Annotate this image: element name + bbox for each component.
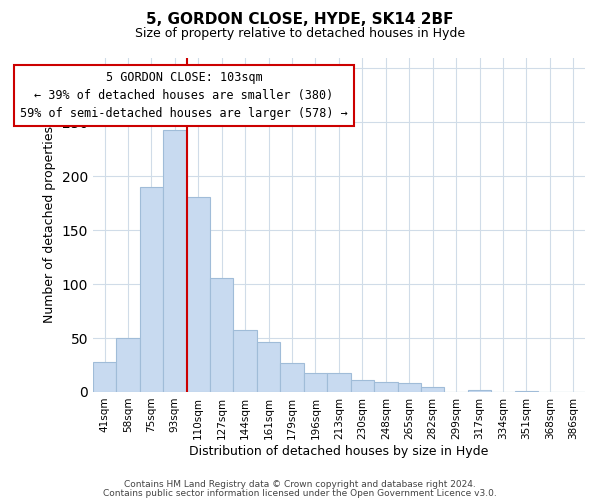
Bar [350,380,374,392]
Text: Contains public sector information licensed under the Open Government Licence v3: Contains public sector information licen… [103,488,497,498]
Bar [398,384,421,392]
Text: 5, GORDON CLOSE, HYDE, SK14 2BF: 5, GORDON CLOSE, HYDE, SK14 2BF [146,12,454,28]
Bar [163,130,187,392]
Bar [374,382,398,392]
X-axis label: Distribution of detached houses by size in Hyde: Distribution of detached houses by size … [189,444,488,458]
Bar [93,362,116,392]
Bar [421,386,445,392]
Bar [280,363,304,392]
Text: Contains HM Land Registry data © Crown copyright and database right 2024.: Contains HM Land Registry data © Crown c… [124,480,476,489]
Bar [233,330,257,392]
Text: 5 GORDON CLOSE: 103sqm
← 39% of detached houses are smaller (380)
59% of semi-de: 5 GORDON CLOSE: 103sqm ← 39% of detached… [20,71,348,120]
Bar [327,372,350,392]
Bar [304,372,327,392]
Text: Size of property relative to detached houses in Hyde: Size of property relative to detached ho… [135,28,465,40]
Bar [257,342,280,392]
Bar [187,196,210,392]
Bar [210,278,233,392]
Bar [515,391,538,392]
Y-axis label: Number of detached properties: Number of detached properties [43,126,56,323]
Bar [116,338,140,392]
Bar [140,187,163,392]
Bar [468,390,491,392]
